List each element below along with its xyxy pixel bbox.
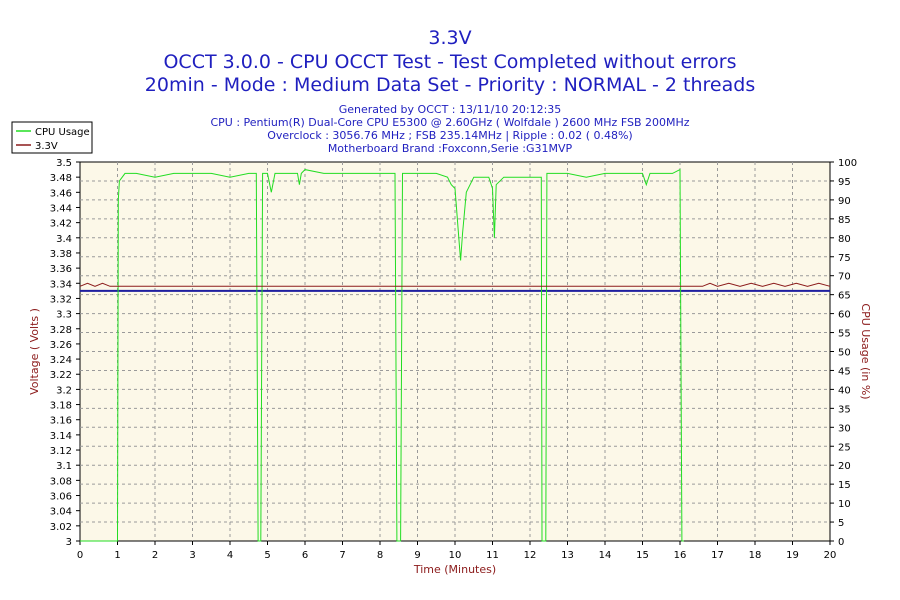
info-generated: Generated by OCCT : 13/11/10 20:12:35 [338, 103, 562, 116]
x-tick-label: 14 [599, 550, 612, 561]
y-right-tick-label: 85 [838, 215, 851, 226]
y-left-tick-label: 3.48 [50, 173, 72, 184]
y-left-tick-label: 3.16 [50, 416, 72, 427]
y-right-tick-label: 90 [838, 196, 851, 207]
y-right-tick-label: 10 [838, 499, 851, 510]
y-right-tick-label: 60 [838, 310, 851, 321]
series-cpu-usage-line [80, 168, 684, 542]
y-right-axis-label: CPU Usage (in %) [859, 303, 872, 399]
y-right-tick-label: 35 [838, 404, 851, 415]
y-left-tick-label: 3.12 [50, 446, 72, 457]
y-right-tick-label: 25 [838, 442, 851, 453]
y-left-tick-label: 3.32 [50, 294, 72, 305]
legend-box [11, 121, 93, 154]
y-left-tick-label: 3.1 [56, 461, 72, 472]
x-tick-label: 3 [189, 550, 195, 561]
x-tick-label: 2 [152, 550, 158, 561]
x-axis-label: Time (Minutes) [413, 563, 496, 576]
y-left-tick-label: 3.34 [50, 279, 72, 290]
y-right-tick-label: 70 [838, 272, 851, 283]
chart-subtitle-mode: 20min - Mode : Medium Data Set - Priorit… [144, 74, 756, 96]
x-tick-label: 20 [824, 550, 837, 561]
y-right-tick-label: 80 [838, 234, 851, 245]
x-tick-label: 16 [674, 550, 687, 561]
x-tick-label: 15 [636, 550, 649, 561]
x-tick-label: 4 [227, 550, 233, 561]
info-cpu: CPU : Pentium(R) Dual-Core CPU E5300 @ 2… [210, 116, 690, 129]
y-right-tick-label: 55 [838, 329, 851, 340]
y-right-tick-label: 100 [838, 158, 857, 169]
x-tick-label: 12 [524, 550, 537, 561]
y-left-tick-label: 3.14 [50, 431, 72, 442]
x-tick-label: 7 [339, 550, 345, 561]
y-left-tick-label: 3.46 [50, 188, 72, 199]
y-right-tick-label: 45 [838, 366, 851, 377]
y-right-tick-label: 40 [838, 385, 851, 396]
y-left-tick-label: 3.08 [50, 476, 72, 487]
x-tick-label: 8 [377, 550, 383, 561]
y-left-tick-label: 3.18 [50, 401, 72, 412]
y-left-tick-label: 3.36 [50, 264, 72, 275]
legend-label: CPU Usage [35, 127, 90, 138]
y-left-tick-label: 3.5 [56, 158, 72, 169]
y-left-tick-label: 3.4 [56, 234, 72, 245]
x-tick-label: 13 [561, 550, 574, 561]
y-right-tick-label: 15 [838, 480, 851, 491]
x-tick-label: 18 [749, 550, 762, 561]
x-tick-label: 10 [449, 550, 462, 561]
y-left-tick-label: 3.06 [50, 492, 72, 503]
y-right-tick-label: 50 [838, 348, 851, 359]
x-tick-label: 0 [77, 550, 83, 561]
y-right-tick-label: 65 [838, 291, 851, 302]
x-tick-label: 6 [302, 550, 308, 561]
y-left-axis-label: Voltage ( Volts ) [28, 308, 41, 395]
x-tick-label: 5 [264, 550, 270, 561]
y-right-tick-label: 75 [838, 253, 851, 264]
y-left-tick-label: 3.26 [50, 340, 72, 351]
y-left-tick-label: 3.02 [50, 522, 72, 533]
y-left-tick-label: 3.44 [50, 203, 72, 214]
x-tick-label: 1 [114, 550, 120, 561]
y-left-tick-label: 3.28 [50, 325, 72, 336]
x-tick-label: 17 [711, 550, 724, 561]
x-tick-label: 19 [786, 550, 799, 561]
x-tick-label: 11 [486, 550, 499, 561]
y-left-tick-label: 3.38 [50, 249, 72, 260]
y-right-tick-label: 95 [838, 177, 851, 188]
y-left-tick-label: 3.2 [56, 385, 72, 396]
info-overclock: Overclock : 3056.76 MHz ; FSB 235.14MHz … [267, 129, 633, 142]
chart-subtitle-test: OCCT 3.0.0 - CPU OCCT Test - Test Comple… [163, 51, 737, 73]
series-3v3-line [79, 282, 831, 287]
chart-title: 3.3V [428, 27, 472, 49]
info-motherboard: Motherboard Brand :Foxconn,Serie :G31MVP [327, 142, 573, 155]
legend-label: 3.3V [35, 141, 58, 152]
y-left-tick-label: 3.04 [50, 507, 72, 518]
y-right-tick-label: 5 [838, 518, 844, 529]
y-left-tick-label: 3.22 [50, 370, 72, 381]
y-right-tick-label: 0 [838, 537, 844, 548]
y-right-tick-label: 20 [838, 461, 851, 472]
y-left-tick-label: 3.24 [50, 355, 72, 366]
y-left-tick-label: 3.3 [56, 310, 72, 321]
y-right-tick-label: 30 [838, 423, 851, 434]
y-left-tick-label: 3 [66, 537, 72, 548]
x-tick-label: 9 [414, 550, 420, 561]
y-left-tick-label: 3.42 [50, 219, 72, 230]
